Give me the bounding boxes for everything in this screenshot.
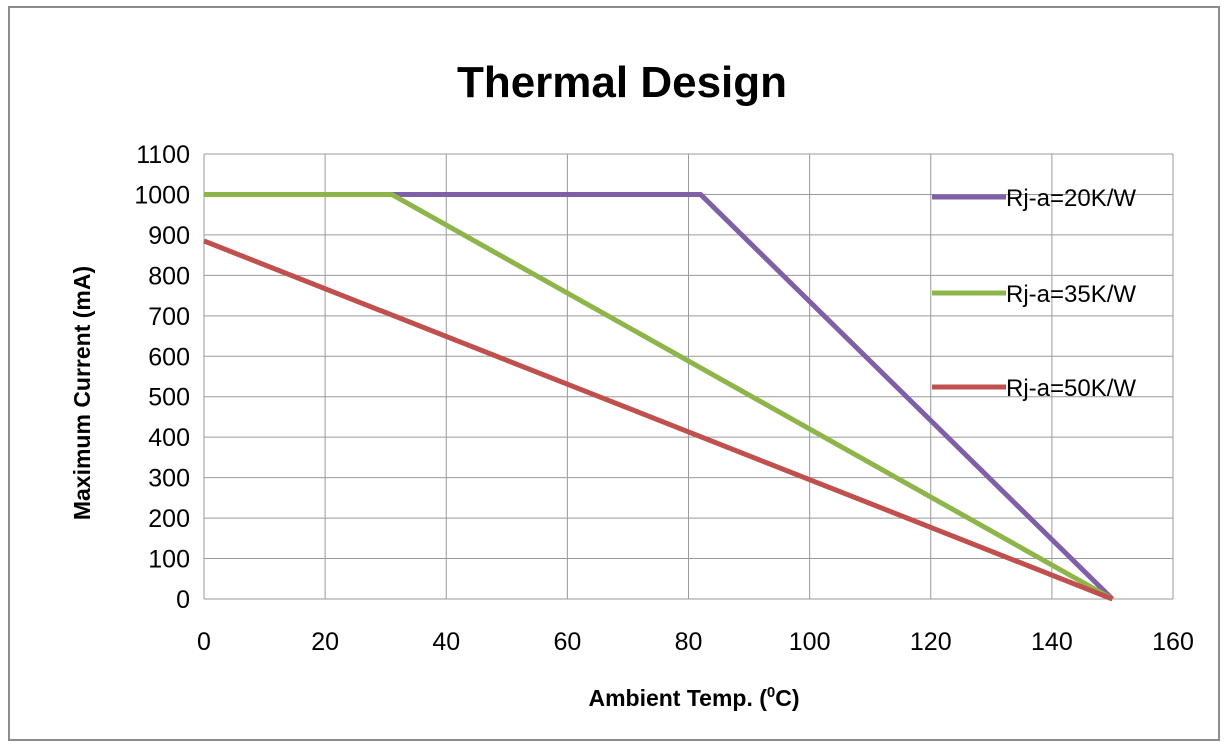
y-axis-label: Maximum Current (mA): [69, 266, 95, 520]
y-tick-label: 500: [148, 384, 190, 412]
y-tick-label: 300: [148, 465, 190, 493]
series-lines: [203, 191, 1115, 602]
y-tick-label: 600: [148, 343, 190, 371]
grid: [203, 153, 1174, 600]
y-tick-label: 1100: [136, 141, 190, 169]
y-tick-label: 200: [148, 505, 190, 533]
x-tick-label: 120: [910, 628, 952, 656]
x-tick-labels: 0 20 40 60 80 100 120 140 160: [197, 628, 1194, 656]
y-tick-label: 400: [148, 424, 190, 452]
legend-label-3: Rj-a=50K/W: [1006, 375, 1136, 402]
x-tick-label: 0: [197, 628, 211, 656]
y-tick-label: 700: [148, 303, 190, 331]
thermal-design-chart: Thermal Design 0 20 40 60 80 100 120 140 160 0 10…: [69, 58, 1194, 711]
y-tick-labels: 0 100 200 300 400 500 600 700 800 900 1000 1100: [134, 141, 190, 614]
x-tick-label: 20: [311, 628, 339, 656]
legend-label-2: Rj-a=35K/W: [1006, 281, 1136, 308]
y-tick-label: 0: [176, 586, 190, 614]
chart-frame: Thermal Design 0 20 40 60 80 100 120 140 160 0 10…: [8, 6, 1220, 741]
chart-title: Thermal Design: [457, 58, 787, 107]
x-tick-label: 100: [789, 628, 831, 656]
x-tick-label: 40: [432, 628, 460, 656]
y-tick-label: 900: [148, 222, 190, 250]
y-tick-label: 100: [148, 546, 190, 574]
y-tick-label: 800: [148, 262, 190, 290]
series-line-3: [203, 238, 1114, 602]
x-axis-label: Ambient Temp. (0C): [588, 684, 799, 711]
legend: Rj-a=20K/W Rj-a=35K/W Rj-a=50K/W: [932, 185, 1136, 402]
legend-label-1: Rj-a=20K/W: [1006, 185, 1136, 212]
x-tick-label: 80: [675, 628, 703, 656]
x-tick-label: 60: [553, 628, 581, 656]
series-line-2: [204, 191, 1114, 602]
x-tick-label: 160: [1152, 628, 1194, 656]
x-tick-label: 140: [1031, 628, 1073, 656]
y-tick-label: 1000: [134, 181, 190, 209]
